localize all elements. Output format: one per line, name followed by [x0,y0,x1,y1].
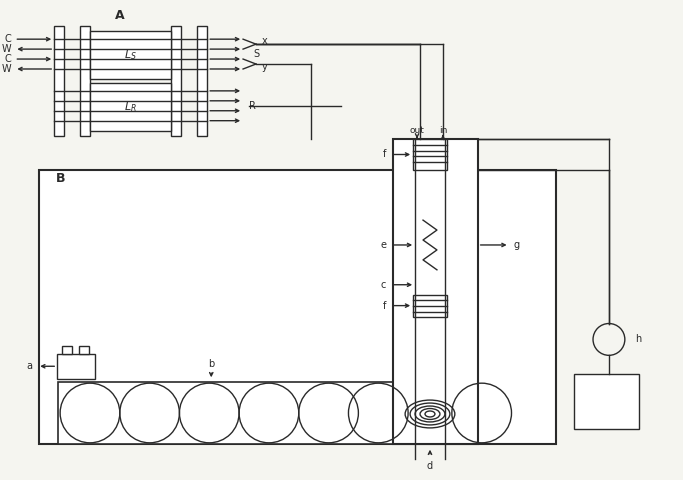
Text: c: c [381,280,386,290]
Text: f: f [383,300,386,311]
Bar [54,26,64,136]
Bar [79,347,89,354]
Bar [171,26,182,136]
Text: W: W [2,64,12,74]
Bar [62,347,72,354]
Bar [413,139,447,170]
Text: $\mathit{L}_S$: $\mathit{L}_S$ [124,48,137,62]
Bar [90,31,171,79]
Text: e: e [380,240,386,250]
Text: in: in [438,126,447,135]
Text: g: g [514,240,520,250]
Text: d: d [427,461,433,471]
Text: R: R [249,101,256,111]
Text: b: b [208,359,214,369]
Text: $\mathit{L}_R$: $\mathit{L}_R$ [124,100,137,114]
Text: S: S [253,49,259,59]
Text: h: h [635,335,641,345]
Bar [57,354,95,379]
Bar [197,26,207,136]
Text: out: out [410,126,425,135]
Text: A: A [115,9,124,22]
Bar [393,139,477,444]
Bar [574,374,639,429]
Text: W: W [2,44,12,54]
Text: a: a [27,361,32,371]
Text: C: C [5,54,12,64]
Text: C: C [5,34,12,44]
Text: f: f [383,149,386,159]
Text: y: y [262,62,268,72]
Bar [80,26,90,136]
Text: x: x [262,36,268,46]
Bar [39,170,556,444]
Bar [90,83,171,131]
Bar [413,295,447,316]
Text: B: B [55,172,65,185]
Bar [58,382,401,444]
